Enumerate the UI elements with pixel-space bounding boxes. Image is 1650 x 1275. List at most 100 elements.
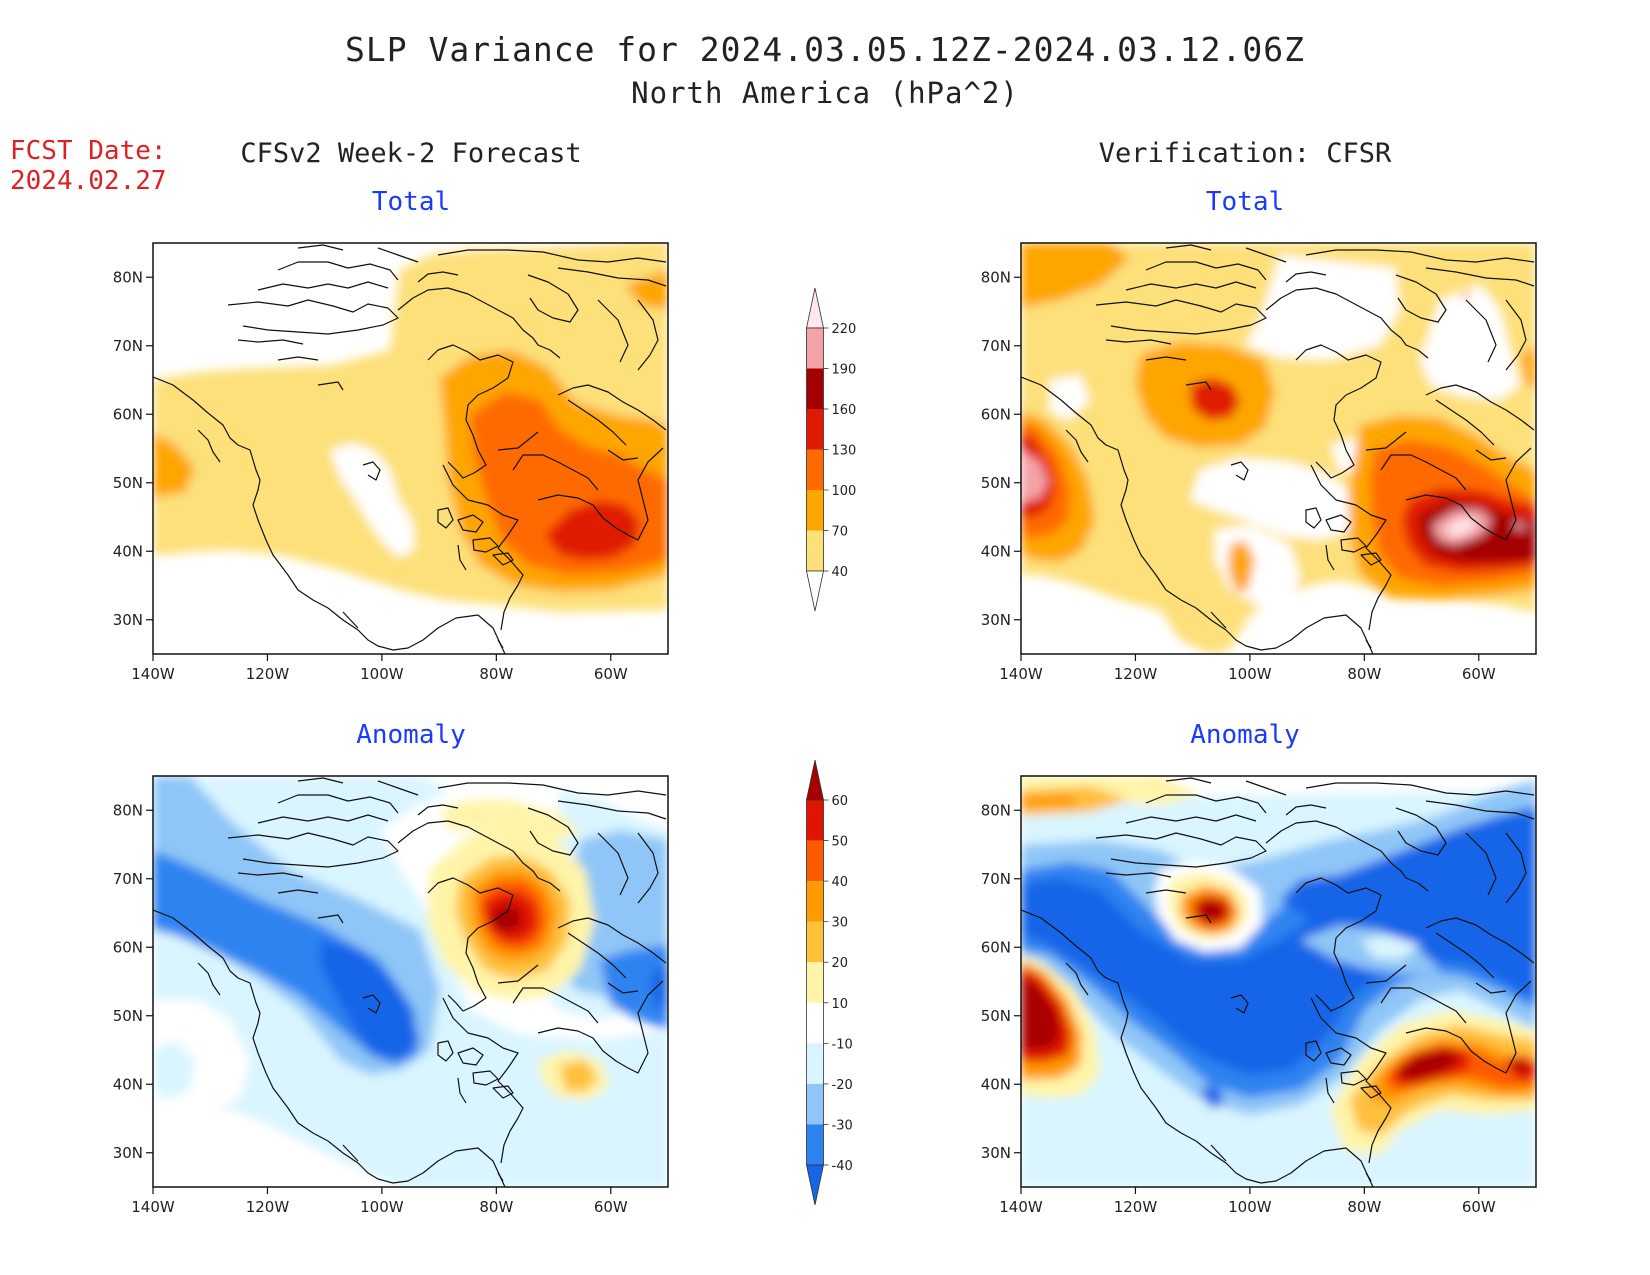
total-colorbar-level-label: 40 bbox=[832, 565, 849, 580]
axis-ticks: 80N 70N 60N 50N 40N 30N 140W 120W 100W 80W 60W 80N 7… bbox=[113, 268, 1496, 1216]
forecast-total-lat-label: 70N bbox=[113, 337, 143, 355]
anomaly-colorbar-min-triangle bbox=[806, 1164, 824, 1206]
forecast-total-title: Total bbox=[371, 187, 451, 217]
anomaly-colorbar-swatch bbox=[806, 800, 824, 841]
anomaly-colorbar-level-label: 30 bbox=[832, 916, 849, 931]
anomaly-colorbar-level-label: -10 bbox=[832, 1037, 853, 1052]
verification-anomaly-lon-label: 80W bbox=[1347, 1198, 1381, 1216]
forecast-total-lat-label: 80N bbox=[113, 268, 143, 286]
forecast-anomaly-lat-label: 60N bbox=[113, 938, 143, 956]
total-colorbar-swatch bbox=[806, 449, 824, 490]
forecast-total-lat-label: 40N bbox=[113, 542, 143, 560]
verification-anomaly-lat-label: 50N bbox=[981, 1007, 1011, 1025]
verification-total-lon-label: 120W bbox=[1114, 665, 1158, 683]
anomaly-colorbar-level-label: 40 bbox=[832, 875, 849, 890]
verification-anomaly-lon-label: 120W bbox=[1114, 1198, 1158, 1216]
verification-total-lat-label: 70N bbox=[981, 337, 1011, 355]
anomaly-colorbar-swatch bbox=[806, 1043, 824, 1084]
anomaly-colorbar-swatch bbox=[806, 1083, 824, 1125]
forecast-anomaly-lon-label: 100W bbox=[360, 1198, 404, 1216]
verification-total-title: Total bbox=[1205, 187, 1285, 217]
anomaly-colorbar-level-label: -30 bbox=[832, 1118, 853, 1133]
anomaly-colorbar-level-label: 20 bbox=[832, 956, 849, 971]
fcst-date: 2024.02.27 bbox=[10, 166, 167, 196]
forecast-anomaly-lon-label: 80W bbox=[479, 1198, 513, 1216]
verification-total-lat-label: 60N bbox=[981, 405, 1011, 423]
forecast-total-lon-label: 60W bbox=[594, 665, 628, 683]
verification-total-lat-label: 50N bbox=[981, 474, 1011, 492]
verification-anomaly-lat-label: 80N bbox=[981, 801, 1011, 819]
forecast-total-lon-label: 100W bbox=[360, 665, 404, 683]
total-colorbar-level-label: 130 bbox=[832, 444, 857, 459]
anomaly-colorbar-level-label: -40 bbox=[832, 1159, 853, 1174]
anomaly-colorbar-level-label: 10 bbox=[832, 997, 849, 1012]
verification-total-map bbox=[1021, 243, 1536, 654]
total-colorbar-min-triangle bbox=[806, 570, 824, 612]
forecast-anomaly-title: Anomaly bbox=[356, 720, 466, 750]
forecast-total-lat-label: 60N bbox=[113, 405, 143, 423]
total-colorbar-swatch bbox=[806, 368, 824, 409]
forecast-total-lat-label: 50N bbox=[113, 474, 143, 492]
verification-anomaly-map bbox=[1021, 776, 1536, 1187]
forecast-anomaly-lat-label: 80N bbox=[113, 801, 143, 819]
forecast-anomaly-lon-label: 120W bbox=[246, 1198, 290, 1216]
verification-anomaly-lat-label: 60N bbox=[981, 938, 1011, 956]
fcst-label: FCST Date: bbox=[10, 136, 167, 166]
anomaly-colorbar-swatch bbox=[806, 921, 824, 963]
verification-total-lat-label: 40N bbox=[981, 542, 1011, 560]
verification-total-lon-label: 140W bbox=[999, 665, 1043, 683]
forecast-anomaly-lat-label: 70N bbox=[113, 870, 143, 888]
total-colorbar-level-label: 100 bbox=[832, 484, 857, 499]
forecast-total-map bbox=[153, 243, 668, 654]
verification-anomaly-lon-label: 60W bbox=[1462, 1198, 1496, 1216]
verification-anomaly-lat-label: 30N bbox=[981, 1144, 1011, 1162]
verification-total-lon-label: 80W bbox=[1347, 665, 1381, 683]
verification-anomaly-lon-label: 140W bbox=[999, 1198, 1043, 1216]
forecast-anomaly-frame bbox=[152, 775, 669, 1188]
forecast-anomaly-lat-label: 40N bbox=[113, 1075, 143, 1093]
verification-total-lon-label: 60W bbox=[1462, 665, 1496, 683]
total-colorbar-max-triangle bbox=[806, 287, 824, 329]
forecast-column-heading: CFSv2 Week-2 Forecast bbox=[240, 138, 582, 169]
total-colorbar-swatch bbox=[806, 490, 824, 531]
anomaly-colorbar-level-label: 50 bbox=[832, 835, 849, 850]
total-colorbar-level-label: 160 bbox=[832, 403, 857, 418]
forecast-total-lon-label: 80W bbox=[479, 665, 513, 683]
verification-anomaly-title: Anomaly bbox=[1190, 720, 1300, 750]
verification-anomaly-lon-label: 100W bbox=[1228, 1198, 1272, 1216]
total-colorbar-swatch bbox=[806, 530, 824, 571]
forecast-total-lon-label: 140W bbox=[131, 665, 175, 683]
verification-anomaly-lat-label: 40N bbox=[981, 1075, 1011, 1093]
verification-total-lon-label: 100W bbox=[1228, 665, 1272, 683]
anomaly-colorbar-level-label: -20 bbox=[832, 1078, 853, 1093]
anomaly-colorbar-max-triangle bbox=[806, 759, 824, 801]
verification-anomaly-lat-label: 70N bbox=[981, 870, 1011, 888]
forecast-anomaly-map bbox=[153, 776, 668, 1187]
anomaly-colorbar: -40 -30 -20 -10 10 20 30 40 50 60 bbox=[806, 759, 853, 1206]
total-colorbar-swatch bbox=[806, 409, 824, 450]
verification-total-lat-label: 30N bbox=[981, 611, 1011, 629]
figure-subtitle: North America (hPa^2) bbox=[631, 76, 1019, 110]
anomaly-colorbar-swatch bbox=[806, 881, 824, 922]
forecast-anomaly-lat-label: 50N bbox=[113, 1007, 143, 1025]
total-colorbar-swatch bbox=[806, 328, 824, 369]
figure-title: SLP Variance for 2024.03.05.12Z-2024.03.… bbox=[345, 30, 1305, 69]
total-colorbar: 40 70 100 130 160 190 220 bbox=[806, 287, 857, 612]
verification-anomaly-frame bbox=[1020, 775, 1537, 1188]
total-colorbar-level-label: 190 bbox=[832, 363, 857, 378]
verification-total-frame bbox=[1020, 242, 1537, 655]
anomaly-colorbar-swatch bbox=[806, 962, 824, 1003]
anomaly-colorbar-level-label: 60 bbox=[832, 794, 849, 809]
total-colorbar-level-label: 70 bbox=[832, 525, 849, 540]
forecast-anomaly-lat-label: 30N bbox=[113, 1144, 143, 1162]
anomaly-colorbar-swatch bbox=[806, 840, 824, 882]
total-colorbar-level-label: 220 bbox=[832, 322, 857, 337]
forecast-total-lat-label: 30N bbox=[113, 611, 143, 629]
forecast-total-frame bbox=[152, 242, 669, 655]
forecast-anomaly-lon-label: 60W bbox=[594, 1198, 628, 1216]
forecast-total-lon-label: 120W bbox=[246, 665, 290, 683]
verification-column-heading: Verification: CFSR bbox=[1098, 138, 1392, 169]
verification-total-lat-label: 80N bbox=[981, 268, 1011, 286]
anomaly-colorbar-swatch bbox=[806, 1124, 824, 1165]
